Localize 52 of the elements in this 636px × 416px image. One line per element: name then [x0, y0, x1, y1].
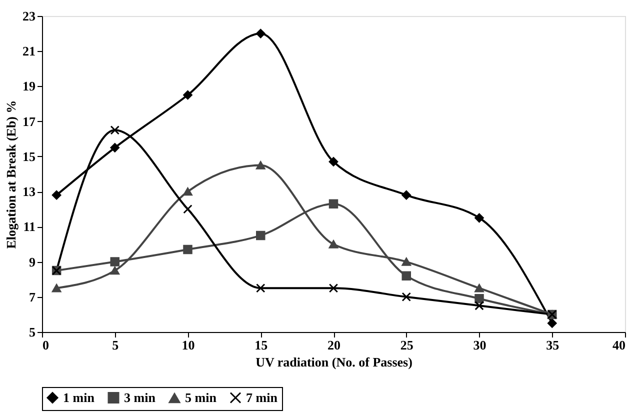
point — [183, 90, 192, 100]
point — [328, 157, 338, 166]
point — [402, 258, 411, 266]
point — [110, 143, 120, 152]
x-axis-title: UV radiation (No. of Passes) — [256, 354, 412, 370]
y-tick-label: 23 — [22, 8, 36, 24]
y-tick-label: 17 — [22, 114, 36, 129]
point — [110, 125, 120, 135]
point — [474, 301, 484, 310]
point — [52, 190, 62, 200]
point — [474, 294, 484, 304]
point — [183, 187, 192, 196]
point — [256, 283, 266, 293]
legend-label: 3 min — [124, 390, 156, 405]
x-tick-label: 10 — [182, 338, 195, 352]
y-tick-label: 15 — [22, 148, 36, 164]
legend-label: 1 min — [63, 390, 96, 405]
y-tick-label: 7 — [29, 289, 36, 304]
y-tick-label: 11 — [23, 219, 36, 234]
point — [110, 266, 120, 275]
point — [474, 213, 484, 223]
y-tick-label: 19 — [22, 78, 36, 94]
point — [256, 230, 266, 240]
x-tick-label: 30 — [473, 338, 486, 352]
point — [548, 318, 557, 328]
x-tick-label: 20 — [328, 338, 340, 352]
point — [183, 244, 192, 254]
point — [474, 284, 484, 292]
y-tick-label: 13 — [22, 184, 36, 200]
point — [402, 190, 411, 200]
x-tick-label: 40 — [612, 338, 626, 352]
x-tick-label: 35 — [546, 338, 560, 352]
x-tick-label: 15 — [254, 338, 268, 352]
point — [256, 28, 266, 38]
y-tick-label: 5 — [29, 324, 36, 340]
point — [110, 257, 120, 266]
legend-label: 5 min — [185, 390, 218, 406]
point — [328, 240, 338, 248]
y-tick-label: 9 — [29, 254, 36, 270]
point — [402, 292, 411, 302]
legend-label: 7 min — [246, 390, 278, 405]
x-tick-label: 5 — [112, 338, 120, 352]
x-tick-label: 25 — [400, 338, 414, 352]
point — [328, 283, 338, 293]
point — [402, 271, 411, 280]
y-axis-title: Elogation at Break (Eb) % — [4, 100, 18, 249]
point — [183, 204, 192, 214]
point — [256, 161, 266, 170]
point — [328, 199, 338, 208]
y-tick-label: 21 — [22, 44, 36, 59]
x-tick-label: 0 — [42, 338, 49, 352]
point — [52, 284, 62, 292]
